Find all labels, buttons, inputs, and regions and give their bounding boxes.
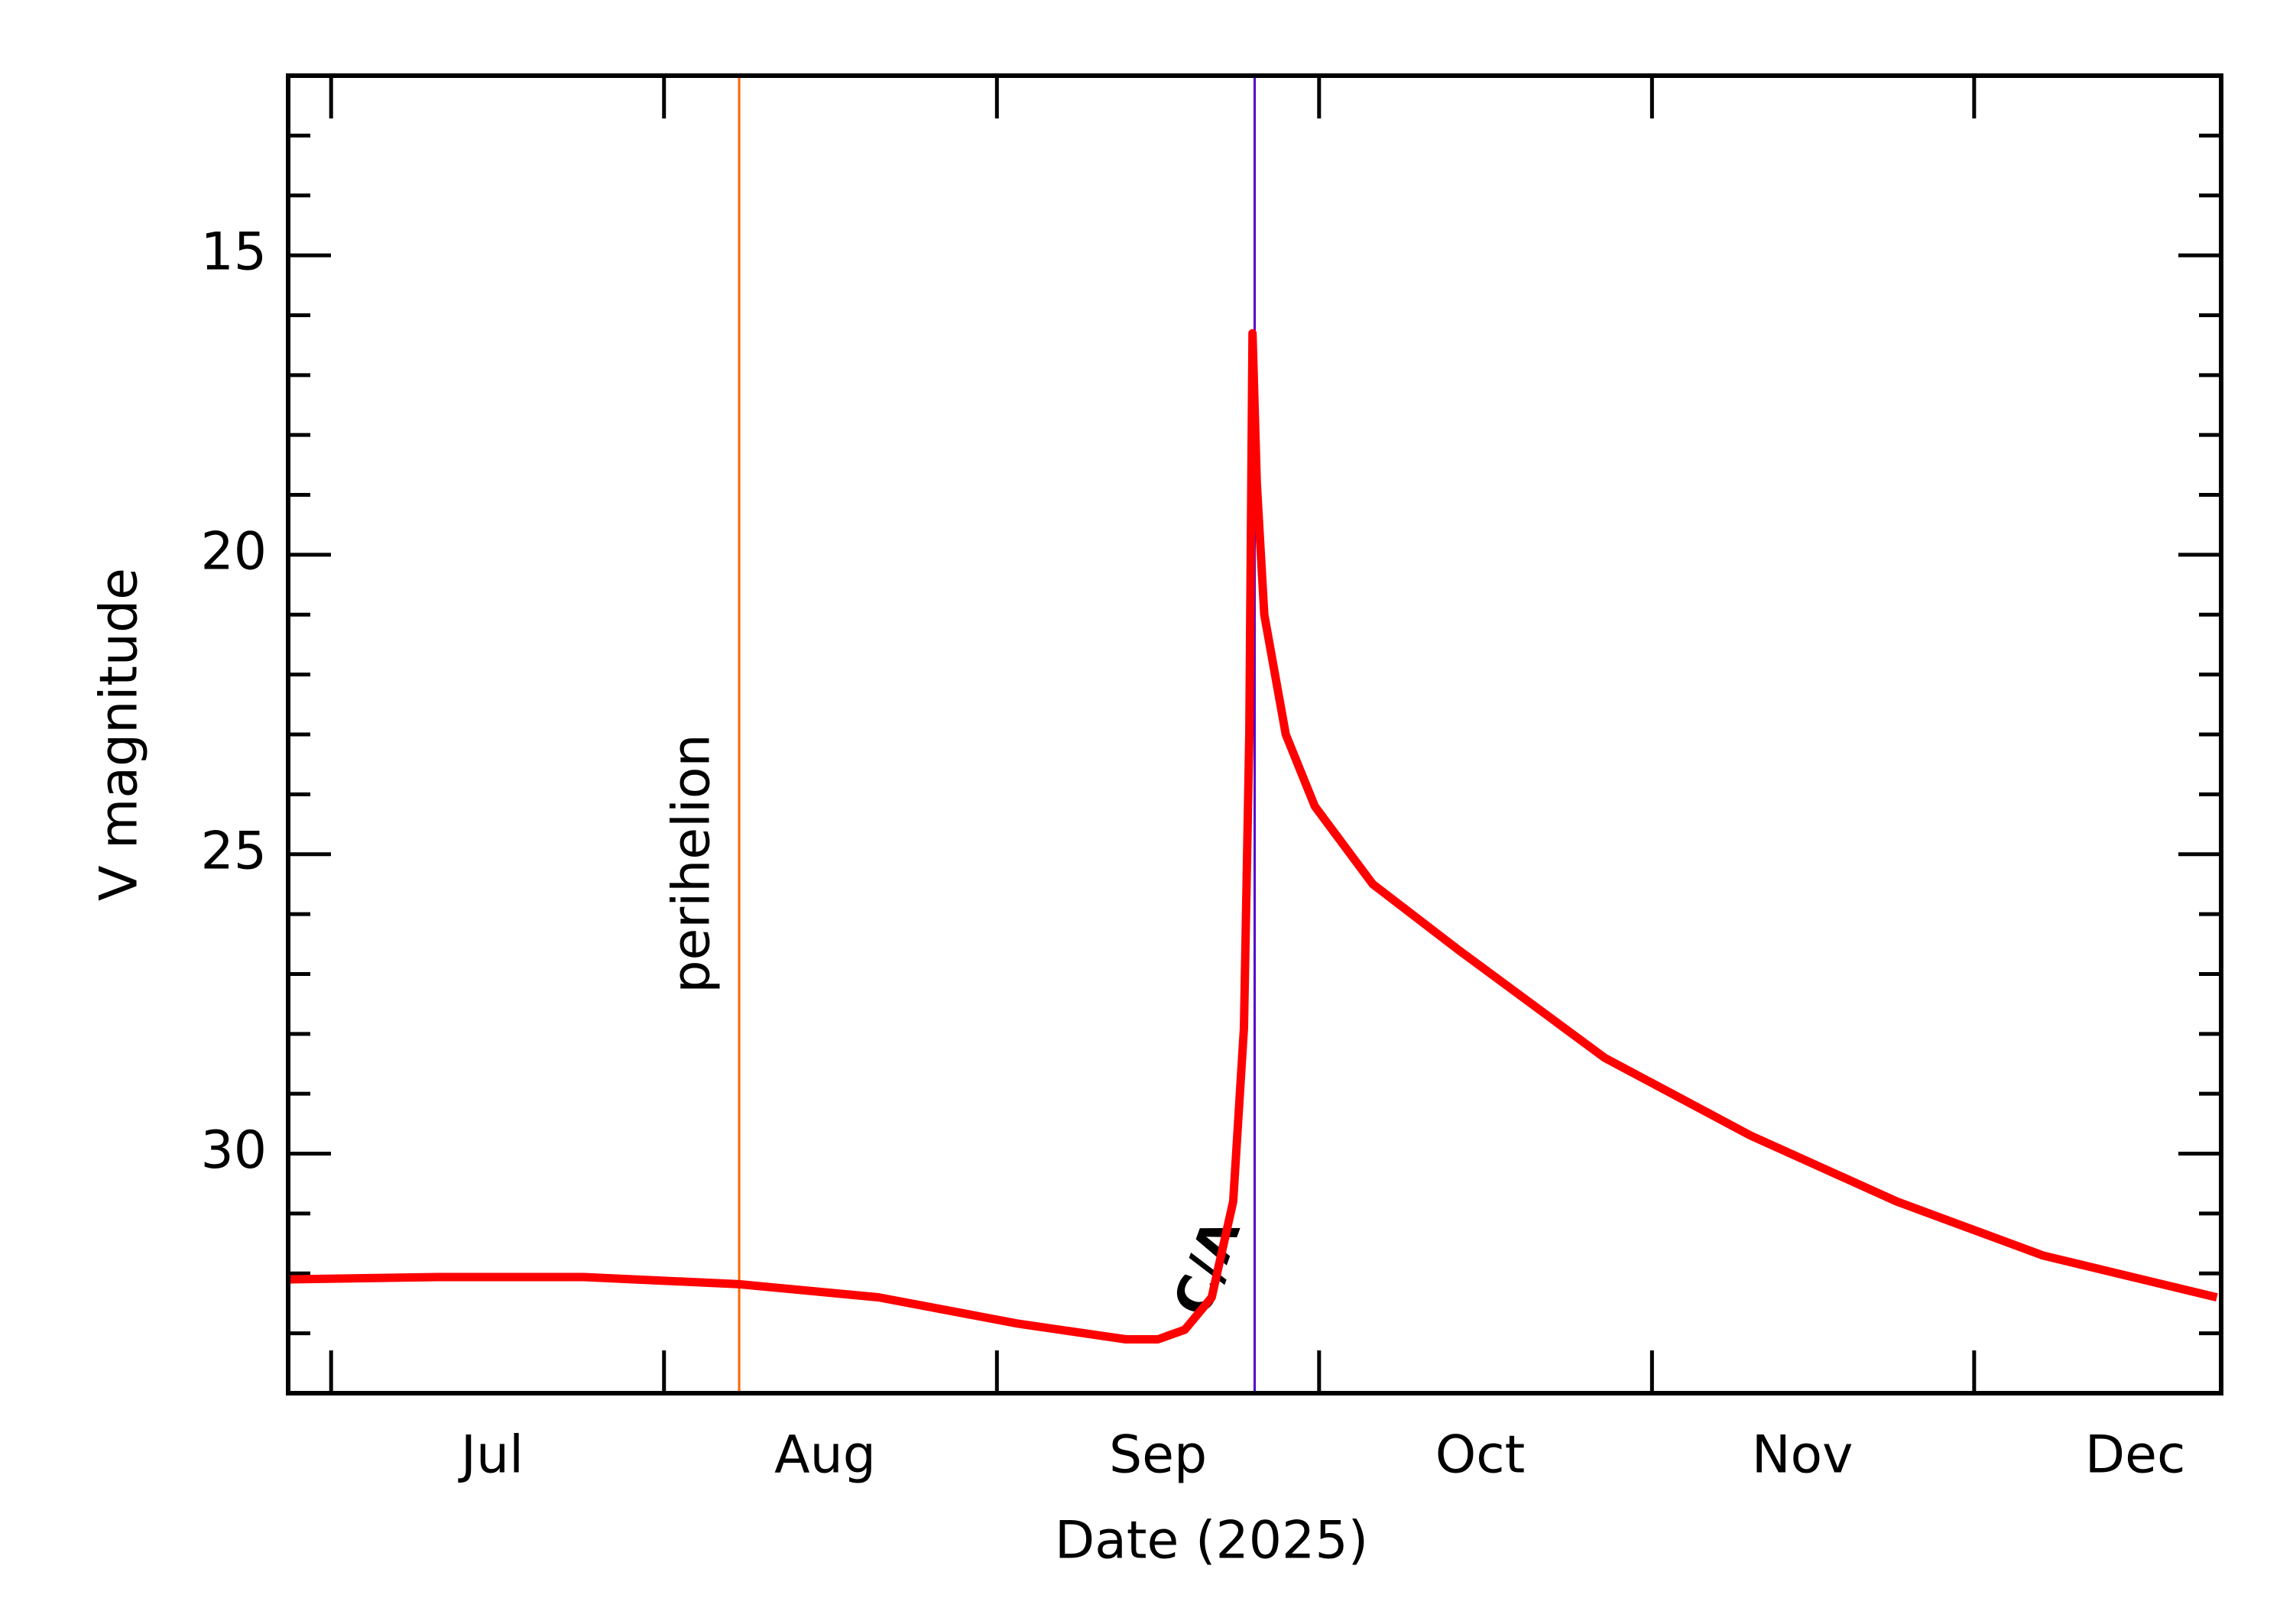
- x-tick-label: Nov: [1752, 1425, 1854, 1486]
- y-tick-label: 30: [200, 1120, 267, 1181]
- x-tick-label: Oct: [1435, 1425, 1526, 1486]
- y-tick-label: 25: [200, 821, 267, 881]
- x-tick-label: Aug: [774, 1425, 876, 1486]
- x-tick-label: Jul: [458, 1425, 524, 1486]
- x-tick-label: Sep: [1109, 1425, 1207, 1486]
- annotation-label: perihelion: [662, 734, 722, 993]
- data-line: [287, 329, 2218, 1344]
- plot-frame: [286, 73, 2223, 1395]
- x-tick-label: Dec: [2085, 1425, 2186, 1486]
- y-tick-label: 15: [200, 222, 267, 283]
- y-tick-label: 20: [200, 521, 267, 582]
- y-axis-label: V magnitude: [89, 568, 150, 901]
- x-axis-label: Date (2025): [1055, 1511, 1368, 1571]
